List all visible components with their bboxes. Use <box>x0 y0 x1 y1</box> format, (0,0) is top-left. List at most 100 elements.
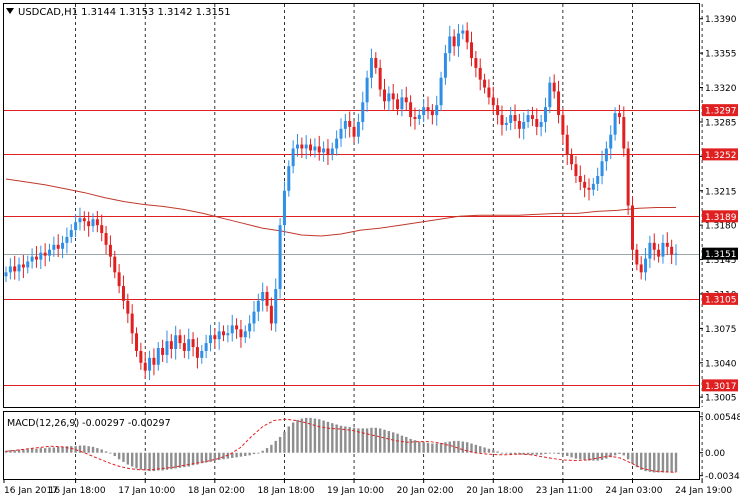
candle-body <box>126 300 130 314</box>
candle-body <box>230 325 234 334</box>
price-tick-label: 1.3355 <box>705 50 737 60</box>
macd-histogram-bar <box>513 452 517 455</box>
candle-body <box>535 119 539 127</box>
macd-histogram-bar <box>492 450 495 453</box>
candle-body <box>322 148 326 153</box>
level-price-tags: 1.3297 1.3252 1.3189 1.3105 1.3017 1.3151 <box>702 104 738 392</box>
level-price-tag-label: 1.3252 <box>705 151 737 161</box>
time-tick-label: 19 Jan 10:00 <box>327 486 384 496</box>
level-price-tag-label: 1.3297 <box>705 107 737 117</box>
macd-histogram-bar <box>526 452 530 455</box>
candle-body <box>574 164 578 177</box>
macd-histogram-bar <box>135 452 138 469</box>
macd-histogram-bar <box>335 424 338 453</box>
macd-histogram-bar <box>422 442 425 453</box>
macd-tick-label: -0.00349 <box>705 472 740 482</box>
macd-histogram-bar <box>622 452 625 456</box>
candle-body <box>56 244 60 249</box>
macd-histogram-bar <box>22 449 25 453</box>
candle-body <box>52 244 56 250</box>
macd-histogram-bar <box>387 431 391 453</box>
candle-body <box>600 161 604 177</box>
macd-histogram-bar <box>339 425 343 453</box>
macd-histogram-bar <box>452 440 456 453</box>
current-price-tag <box>702 247 738 260</box>
macd-histogram-bar <box>505 452 508 454</box>
candle-body <box>530 115 534 120</box>
macd-histogram-bar <box>378 428 382 453</box>
candle-body <box>587 187 591 190</box>
price-tick-label: 1.3285 <box>705 118 737 128</box>
macd-histogram-bar <box>9 450 12 453</box>
macd-histogram-bar <box>17 449 21 453</box>
macd-histogram-bar <box>544 452 547 455</box>
macd-histogram-bar <box>674 452 678 473</box>
macd-histogram-bar <box>661 452 665 473</box>
candle-body <box>465 30 469 43</box>
price-tick-label: 1.3145 <box>705 256 737 266</box>
macd-histogram-bar <box>365 428 369 453</box>
candlesticks <box>4 22 678 381</box>
horizontal-levels[interactable] <box>4 110 699 386</box>
macd-histogram-bar <box>444 442 447 453</box>
candle-body <box>313 146 317 151</box>
candle-body <box>478 67 482 80</box>
candle-body <box>374 58 378 68</box>
candle-body <box>674 253 678 255</box>
candle-body <box>287 166 291 191</box>
candle-body <box>48 249 52 256</box>
candle-body <box>226 333 230 336</box>
candle-body <box>65 236 69 243</box>
macd-histogram-bar <box>448 441 451 453</box>
candle-body <box>522 121 526 129</box>
candle-body <box>591 183 595 190</box>
macd-histogram-bar <box>109 452 112 454</box>
candle-body <box>113 256 117 273</box>
candle-body <box>108 244 112 257</box>
macd-histogram-bar <box>670 452 673 473</box>
candle-body <box>500 115 504 125</box>
level-price-tag-label: 1.3105 <box>705 295 737 305</box>
macd-histogram-bar <box>496 451 499 453</box>
candle-body <box>626 148 630 206</box>
candle-body <box>4 272 8 277</box>
macd-histogram-bar <box>274 440 277 453</box>
macd-histogram-bar <box>161 452 164 471</box>
candle-body <box>404 97 408 103</box>
level-price-tag <box>702 104 738 117</box>
time-tick-label: 16 Jan 2017 <box>4 486 58 496</box>
candle-body <box>326 148 330 155</box>
time-tick-label: 24 Jan 19:00 <box>675 486 732 496</box>
level-price-tag <box>702 379 738 392</box>
macd-histogram-bar <box>122 452 125 462</box>
candle-body <box>474 58 478 68</box>
candle-body <box>352 126 356 137</box>
macd-histogram-bar <box>196 452 199 465</box>
macd-histogram-bar <box>509 452 512 455</box>
candle-body <box>200 350 204 358</box>
candle-body <box>648 242 652 259</box>
macd-axis: 0.00548 0.00 -0.00349 <box>699 413 740 482</box>
macd-histogram-bar <box>187 452 190 467</box>
candle-body <box>561 115 565 135</box>
price-tick-label: 1.3040 <box>705 359 737 369</box>
macd-histogram-bar <box>552 452 556 454</box>
level-price-tag-label: 1.3189 <box>705 213 737 223</box>
candle-body <box>278 225 282 290</box>
candle-body <box>339 128 343 139</box>
macd-histogram-bar <box>248 452 251 456</box>
price-tick-label: 1.3320 <box>705 84 737 94</box>
macd-histogram-bar <box>413 440 417 453</box>
candle-body <box>165 341 169 355</box>
candle-body <box>335 138 339 149</box>
macd-histogram-bar <box>653 452 656 473</box>
candle-body <box>491 97 495 106</box>
candle-body <box>657 249 661 257</box>
macd-histogram-bar <box>470 443 473 453</box>
chart-menu-dropdown-icon[interactable] <box>6 8 14 14</box>
candle-body <box>548 82 552 108</box>
candle-body <box>504 122 508 125</box>
candle-body <box>604 148 608 162</box>
candle-body <box>422 107 426 116</box>
